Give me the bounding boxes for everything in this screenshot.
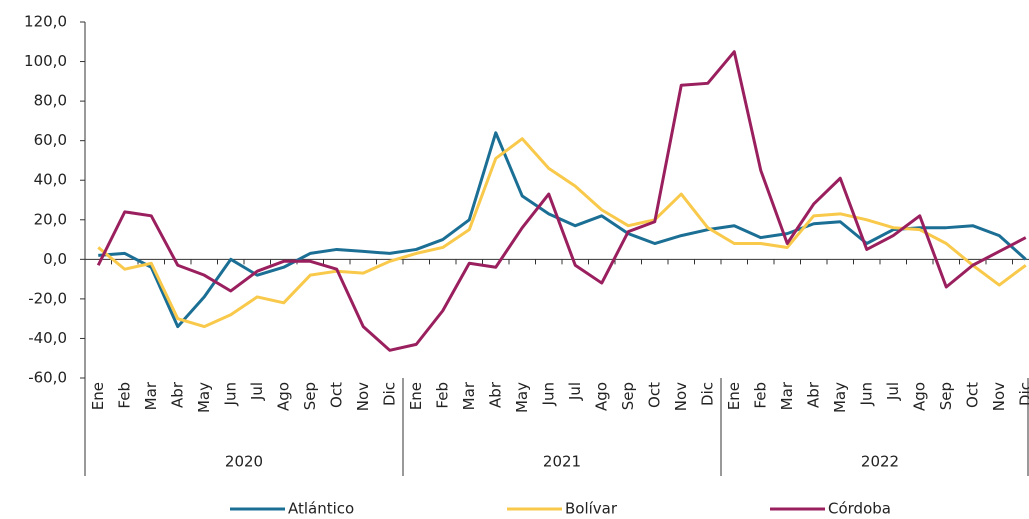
x-tick-label: Jul [566, 382, 584, 401]
x-tick-label: Abr [168, 381, 186, 408]
x-tick-label: Jun [539, 382, 557, 406]
x-tick-label: Ago [274, 382, 292, 411]
x-tick-label: Ene [407, 382, 425, 410]
series-line [97, 137, 1027, 329]
y-tick-label: 100,0 [24, 52, 67, 70]
x-tick-label: Ene [89, 382, 107, 410]
legend-label: Atlántico [288, 500, 354, 518]
y-tick-label: 40,0 [34, 171, 67, 189]
y-tick-label: -40,0 [28, 329, 67, 347]
x-tick-label: Ago [592, 382, 610, 411]
x-tick-label: Nov [990, 382, 1008, 411]
year-label: 2020 [225, 453, 263, 471]
legend-label: Córdoba [828, 500, 891, 518]
x-tick-label: Mar [778, 381, 796, 410]
x-tick-label: Jun [857, 382, 875, 406]
x-tick-label: May [831, 382, 849, 413]
x-tick-label: Jul [248, 382, 266, 401]
x-tick-label: Abr [486, 381, 504, 408]
series-line [98, 131, 1027, 329]
x-tick-label: May [513, 382, 531, 413]
x-tick-label: Dic [1016, 382, 1029, 406]
x-tick-label: Ago [910, 382, 928, 411]
x-tick-label: Abr [804, 381, 822, 408]
x-tick-label: Mar [460, 381, 478, 410]
x-tick-label: Sep [619, 382, 637, 410]
y-tick-label: 20,0 [34, 210, 67, 228]
x-tick-label: Jun [221, 382, 239, 406]
series-line [96, 50, 1027, 352]
y-tick-label: 80,0 [34, 92, 67, 110]
year-label: 2021 [543, 453, 581, 471]
x-tick-label: Feb [751, 382, 769, 409]
x-tick-label: Nov [354, 382, 372, 411]
legend-label: Bolívar [565, 500, 618, 518]
x-tick-label: Oct [645, 382, 663, 408]
x-tick-label: Oct [963, 382, 981, 408]
x-tick-label: Mar [142, 381, 160, 410]
x-tick-label: Nov [672, 382, 690, 411]
x-tick-label: Dic [380, 382, 398, 406]
x-tick-label: Feb [115, 382, 133, 409]
y-tick-label: 120,0 [24, 13, 67, 31]
x-tick-label: Sep [301, 382, 319, 410]
x-tick-label: Oct [327, 382, 345, 408]
x-tick-label: Feb [433, 382, 451, 409]
year-label: 2022 [861, 453, 899, 471]
x-tick-label: May [195, 382, 213, 413]
y-tick-label: 0,0 [43, 250, 67, 268]
x-tick-label: Dic [698, 382, 716, 406]
y-tick-label: -60,0 [28, 369, 67, 387]
y-tick-label: -20,0 [28, 289, 67, 307]
y-tick-label: 60,0 [34, 131, 67, 149]
x-tick-label: Ene [725, 382, 743, 410]
x-tick-label: Sep [937, 382, 955, 410]
x-tick-label: Jul [884, 382, 902, 401]
